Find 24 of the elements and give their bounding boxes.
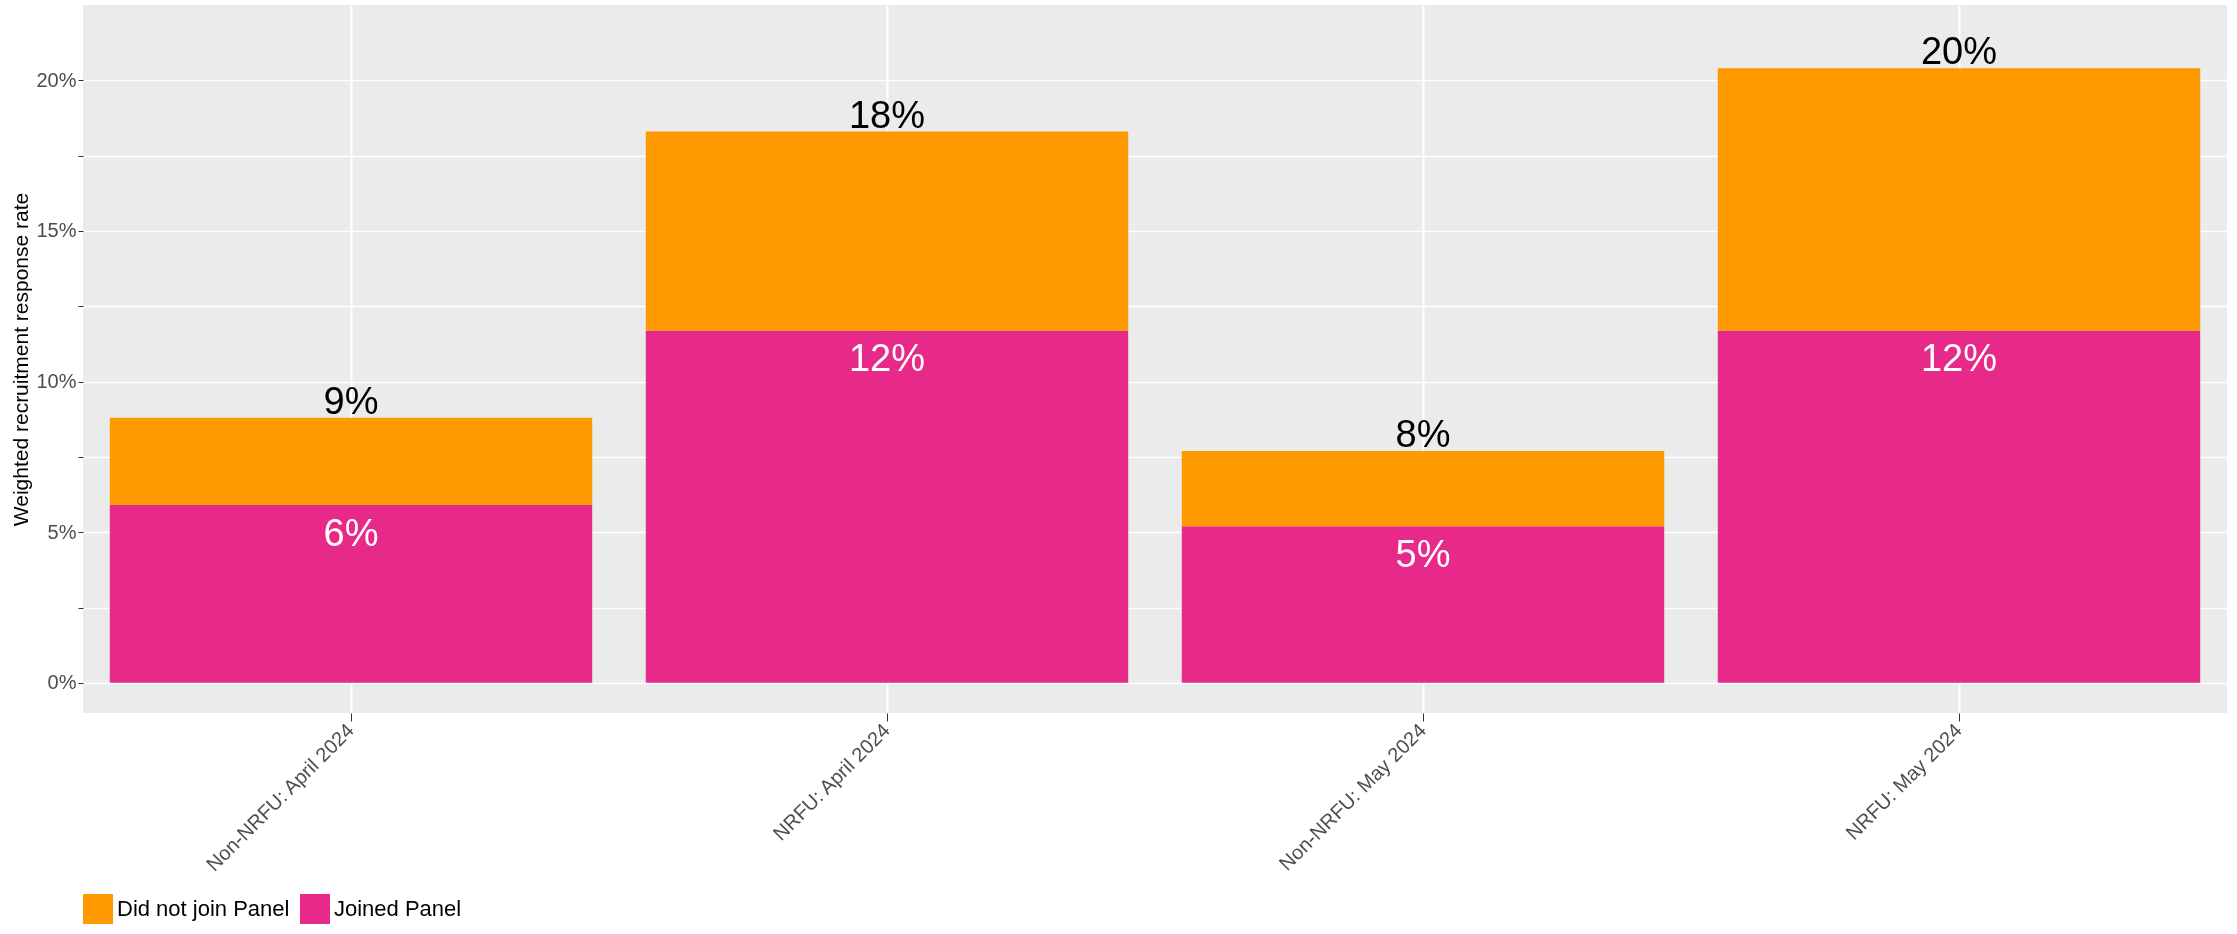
bar [109,505,593,683]
y-tick-label: 5% [47,520,77,543]
y-axis-title: Weighted recruitment response rate [9,192,33,527]
y-tick-label: 15% [36,219,77,242]
y-tick-label: 20% [36,68,77,91]
legend-label: Did not join Panel [117,896,290,921]
bar [1717,68,2201,331]
total-label: 18% [848,93,926,136]
bar [1181,450,1665,527]
bar [645,131,1129,331]
data-label: 12% [1920,336,1998,379]
legend-label: Joined Panel [334,896,462,921]
total-label: 20% [1920,30,1998,73]
data-label: 12% [848,336,926,379]
bar [109,417,593,506]
y-tick-label: 0% [47,671,77,694]
y-tick-label: 10% [36,370,77,393]
data-label: 5% [1395,532,1451,575]
bar [1717,330,2201,683]
total-label: 8% [1395,412,1451,455]
bar [645,330,1129,683]
total-label: 9% [323,379,379,422]
data-label: 6% [323,511,379,554]
bar [1181,526,1665,683]
